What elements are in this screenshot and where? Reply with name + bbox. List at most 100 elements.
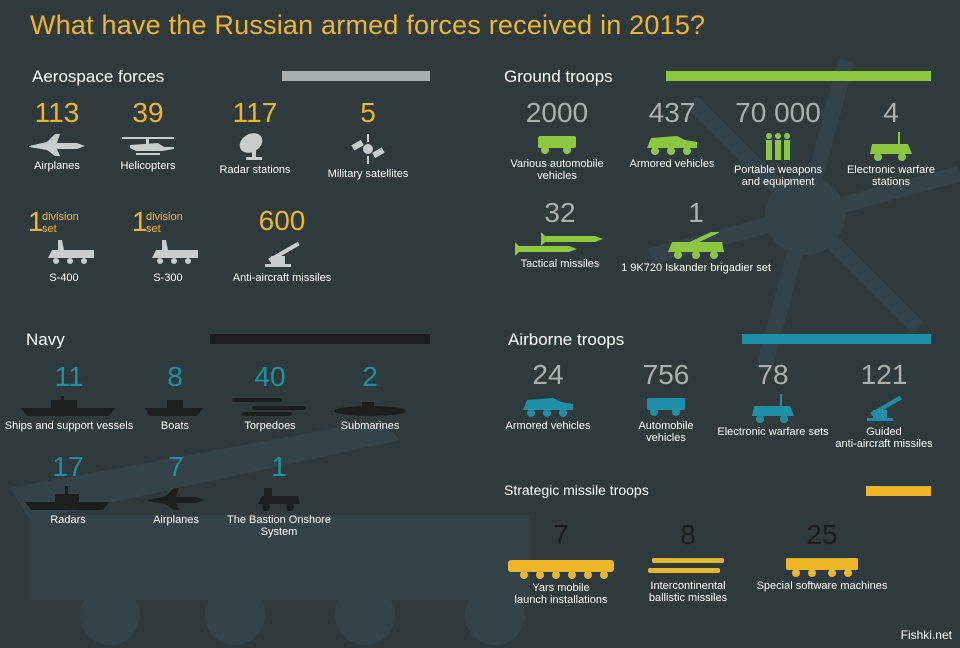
strategic-item-yars: 7 Yars mobile launch installations: [504, 520, 618, 606]
count: 17: [52, 451, 84, 482]
label-line-1: Portable weapons: [733, 164, 823, 176]
strategic-item-icbm: 8 Intercontinental ballistic missiles: [640, 520, 736, 604]
strategic-item-special-machines: 25 Special software machines: [750, 519, 894, 593]
bastion-launcher-icon: [258, 488, 300, 511]
s400-launcher-icon: [48, 240, 94, 264]
airborne-heading: Airborne troops: [508, 330, 625, 349]
ew-station-icon: [870, 132, 912, 161]
label: Military satellites: [327, 168, 409, 180]
boat-icon: [145, 400, 203, 416]
count: 1: [132, 206, 148, 237]
airborne-bar: [742, 334, 931, 344]
airborne-aa-launcher-icon: [867, 395, 902, 421]
soldiers-icon: [766, 133, 790, 160]
label-line-2: anti-aircraft missiles: [835, 438, 933, 450]
count: 7: [553, 519, 569, 550]
label: Helicopters: [120, 160, 176, 172]
ground-item-ew-stations: 4 Electronic warfare stations: [840, 97, 942, 189]
aerospace-bar: [282, 71, 430, 81]
label-line-1: Special software machines: [756, 580, 888, 592]
credit: Fishki.net: [900, 628, 952, 642]
label-line-1: Armored vehicles: [505, 420, 591, 432]
ground-item-portable-weapons: 70 000 Portable weapons and equipment: [726, 97, 830, 189]
label: Airplanes: [153, 514, 199, 526]
count: 121: [860, 359, 908, 390]
count: 40: [254, 361, 286, 392]
radar-ship-icon: [25, 486, 109, 510]
radar-dish-icon: [239, 133, 263, 160]
label: S-400: [49, 272, 79, 284]
s300-launcher-icon: [152, 240, 198, 264]
truck-icon: [538, 136, 576, 154]
label-line-2: vehicles: [537, 170, 577, 182]
navy-item-airplanes: 7 Airplanes: [138, 452, 214, 526]
strategic-bar: [866, 486, 931, 496]
label: Tactical missiles: [520, 258, 600, 270]
airborne-truck-icon: [647, 398, 685, 416]
tactical-missile-icon: [515, 232, 603, 256]
count: 7: [168, 451, 184, 482]
navy-item-boats: 8 Boats: [142, 362, 208, 432]
count: 8: [167, 361, 183, 392]
count: 25: [806, 519, 838, 550]
aerospace-item-s300: 1 division set S-300: [128, 206, 208, 286]
torpedo-icon: [232, 398, 306, 416]
aerospace-item-radar: 117 Radar stations: [212, 98, 298, 177]
label: Submarines: [340, 420, 400, 432]
count: 70 000: [735, 97, 821, 128]
count: 756: [642, 359, 690, 390]
page-title: What have the Russian armed forces recei…: [30, 10, 706, 40]
iskander-launcher-icon: [668, 232, 724, 259]
unit-division: division: [42, 211, 79, 223]
count: 78: [757, 359, 789, 390]
warship-icon: [21, 396, 115, 416]
ground-item-tactical-missiles: 32 Tactical missiles: [510, 198, 610, 270]
icbm-icon: [648, 558, 724, 573]
navy-heading: Navy: [26, 330, 65, 349]
yars-launcher-icon: [508, 560, 614, 579]
airborne-item-ew-sets: 78 Electronic warfare sets: [712, 359, 834, 439]
unit-set: set: [146, 223, 161, 235]
count: 1: [688, 197, 704, 228]
ground-bar: [666, 71, 931, 81]
airborne-ew-icon: [752, 394, 794, 423]
navy-item-radars: 17 Radars: [22, 452, 114, 526]
ground-heading: Ground troops: [504, 67, 613, 86]
ground-item-automobile: 2000 Various automobile vehicles: [500, 98, 614, 183]
airborne-item-automobile: 756 Automobile vehicles: [628, 359, 704, 445]
navy-item-torpedoes: 40 Torpedoes: [220, 362, 320, 432]
aa-missile-launcher-icon: [265, 241, 300, 267]
label: Ships and support vessels: [4, 420, 134, 432]
satellite-icon: [351, 134, 385, 164]
label-line-2: ballistic missiles: [648, 592, 728, 604]
aerospace-heading: Aerospace forces: [32, 67, 165, 86]
navy-bar: [210, 334, 430, 344]
ground-item-iskander: 1 1 9K720 Iskander brigadier set: [618, 197, 774, 275]
count: 24: [532, 359, 564, 390]
division-set: 1 division set: [28, 206, 98, 242]
special-vehicle-icon: [786, 558, 858, 577]
division-set: 1 division set: [132, 206, 202, 242]
submarine-icon: [334, 402, 406, 416]
label: Radar stations: [219, 164, 291, 176]
aerospace-item-aa-missiles: 600 Anti-aircraft missiles: [226, 206, 338, 285]
label-line-1: Armored vehicles: [629, 158, 715, 170]
label-line-1: Various automobile: [510, 158, 604, 170]
label: Radars: [50, 514, 86, 526]
label: Anti-aircraft missiles: [232, 272, 332, 284]
count: 39: [132, 97, 164, 128]
count: 1: [271, 451, 287, 482]
label-line-1: Guided: [866, 426, 902, 438]
label-line-1: Electronic warfare sets: [717, 426, 829, 438]
label-line-1: Intercontinental: [650, 580, 726, 592]
aerospace-item-helicopters: 39 Helicopters: [106, 97, 190, 173]
strategic-heading: Strategic missile troops: [504, 482, 649, 498]
airborne-item-guided-aa: 121 Guided anti-aircraft missiles: [826, 359, 942, 451]
aerospace-item-s400: 1 division set S-400: [24, 206, 104, 286]
label: Boats: [160, 420, 190, 432]
unit-division: division: [146, 211, 183, 223]
count: 4: [883, 97, 899, 128]
label-line-1: Automobile: [638, 420, 694, 432]
label: Torpedoes: [244, 420, 296, 432]
